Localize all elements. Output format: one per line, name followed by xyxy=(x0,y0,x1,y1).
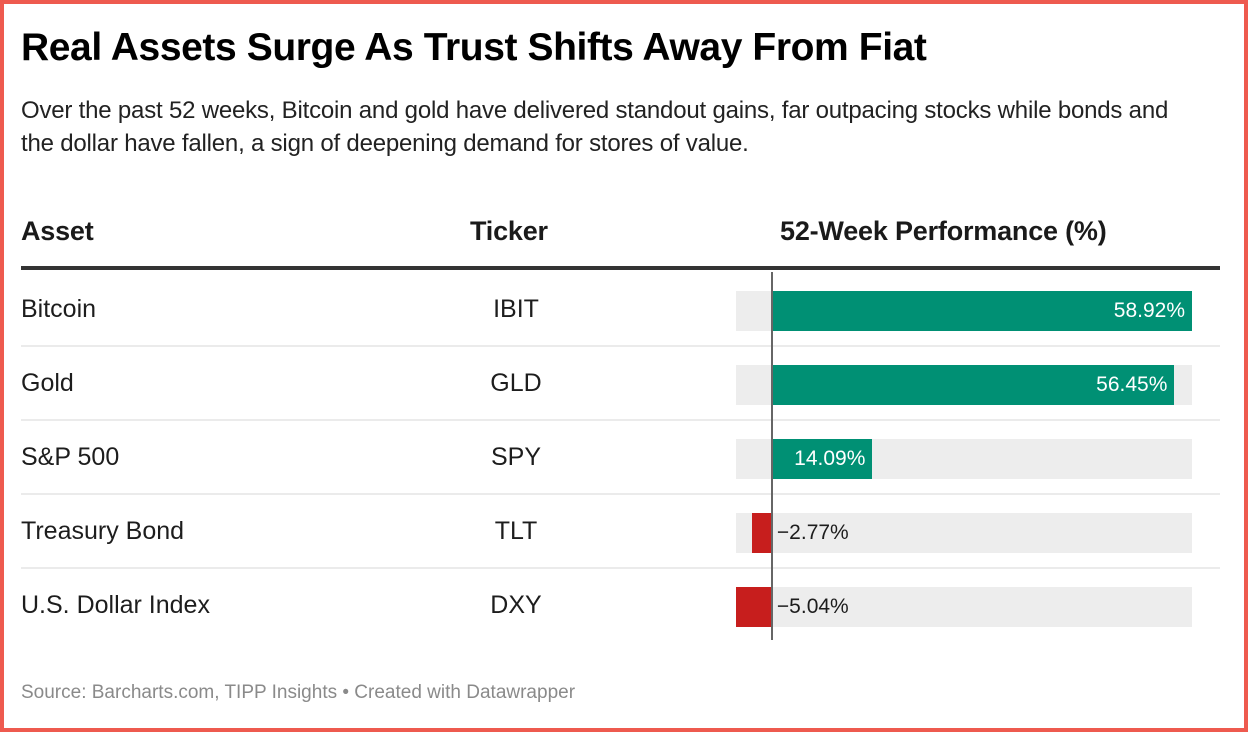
ticker-symbol: SPY xyxy=(490,443,542,471)
bar-positive xyxy=(771,291,1192,331)
ticker-symbol: IBIT xyxy=(493,295,539,323)
bar-value-label: 14.09% xyxy=(794,447,866,470)
bar-value-label: 56.45% xyxy=(1096,373,1168,396)
table-row[interactable]: Gold GLD 56.45% xyxy=(21,347,1220,421)
bar-positive xyxy=(771,439,873,479)
bar-track: −5.04% xyxy=(736,587,1192,627)
ticker-symbol: TLT xyxy=(494,517,538,545)
asset-name: Bitcoin xyxy=(21,295,97,323)
column-header-performance[interactable]: 52-Week Performance (%) xyxy=(780,216,1107,246)
bar-value-label: 58.92% xyxy=(1113,299,1185,322)
bar-negative xyxy=(752,513,772,553)
row-divider xyxy=(21,419,1220,421)
asset-name: Gold xyxy=(21,369,74,397)
bar-negative xyxy=(736,587,772,627)
bar-track: 56.45% xyxy=(736,365,1192,405)
table-row[interactable]: Bitcoin IBIT 58.92% xyxy=(21,273,1220,347)
row-divider xyxy=(21,493,1220,495)
chart-title: Real Assets Surge As Trust Shifts Away F… xyxy=(21,26,927,69)
header-rule xyxy=(21,266,1220,270)
table-row[interactable]: Treasury Bond TLT −2.77% xyxy=(21,495,1220,569)
table-row[interactable]: U.S. Dollar Index DXY −5.04% xyxy=(21,569,1220,643)
source-note: Source: Barcharts.com, TIPP Insights • C… xyxy=(21,682,576,703)
bar-track: 14.09% xyxy=(736,439,1192,479)
bar-value-label: −2.77% xyxy=(776,521,849,544)
chart-subtitle: Over the past 52 weeks, Bitcoin and gold… xyxy=(21,97,1169,157)
column-header-ticker[interactable]: Ticker xyxy=(470,216,548,246)
asset-name: U.S. Dollar Index xyxy=(21,591,210,619)
column-header-asset[interactable]: Asset xyxy=(21,216,94,246)
table-row[interactable]: S&P 500 SPY 14.09% xyxy=(21,421,1220,495)
ticker-symbol: GLD xyxy=(490,369,542,397)
bar-positive xyxy=(771,365,1175,405)
ticker-symbol: DXY xyxy=(490,591,542,619)
bar-track: −2.77% xyxy=(736,513,1192,553)
bar-track: 58.92% xyxy=(736,291,1192,331)
asset-name: S&P 500 xyxy=(21,443,120,471)
row-divider xyxy=(21,567,1220,569)
row-divider xyxy=(21,345,1220,347)
zero-axis-line xyxy=(770,272,773,640)
asset-name: Treasury Bond xyxy=(21,517,185,545)
bar-value-label: −5.04% xyxy=(776,595,849,618)
